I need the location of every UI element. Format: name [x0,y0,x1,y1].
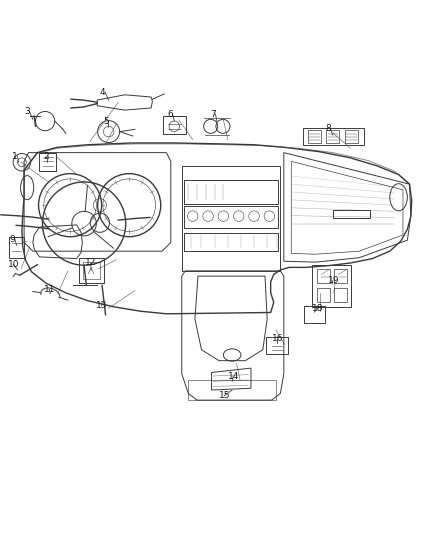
Text: 18: 18 [312,304,323,313]
Text: 2: 2 [43,151,49,160]
Bar [312,265,351,307]
Text: 6: 6 [167,110,173,118]
Bar [39,152,56,171]
Text: 1: 1 [12,151,18,160]
Bar [334,269,347,283]
Bar [79,258,104,283]
Bar [308,130,321,142]
Text: 13: 13 [96,302,108,310]
Text: 5: 5 [103,117,109,126]
Bar [345,130,358,142]
Bar [184,206,278,229]
Text: 19: 19 [328,276,339,285]
Text: 12: 12 [85,259,97,268]
Bar [9,237,24,258]
Bar [303,128,364,145]
Text: 3: 3 [24,107,30,116]
Text: 14: 14 [228,373,239,382]
Bar [334,287,347,302]
Bar [83,262,100,279]
Bar [163,116,186,134]
Text: 7: 7 [210,110,216,118]
Bar [317,269,330,283]
Bar [184,180,278,204]
Text: 9: 9 [10,235,15,244]
Text: 11: 11 [44,285,55,294]
Text: 10: 10 [8,260,19,269]
Bar [188,381,276,400]
Bar [304,306,325,322]
Bar [184,233,278,251]
Text: 16: 16 [272,334,283,343]
Bar [333,209,370,219]
Text: 15: 15 [219,391,230,400]
Bar [266,337,288,354]
Bar [317,287,330,302]
Text: 8: 8 [325,124,331,133]
Text: 4: 4 [100,87,106,96]
Bar [326,130,339,142]
